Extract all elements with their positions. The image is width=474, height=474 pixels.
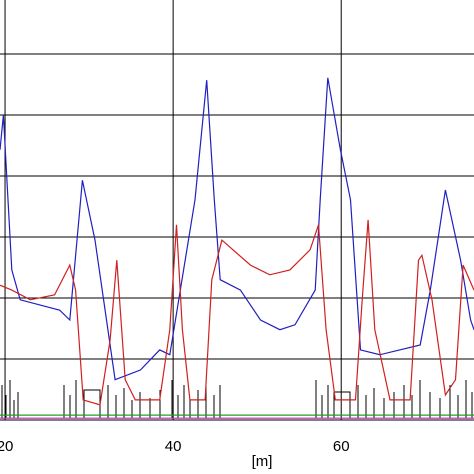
lattice bbox=[1, 380, 473, 418]
line-series bbox=[0, 219, 474, 406]
x-tick-label: 60 bbox=[333, 438, 350, 455]
line-series bbox=[0, 77, 474, 381]
x-tick-label: 20 bbox=[0, 438, 13, 455]
x-tick-label: 40 bbox=[165, 438, 182, 455]
x-axis-label: [m] bbox=[252, 453, 273, 470]
lattice-elements bbox=[1, 380, 473, 418]
